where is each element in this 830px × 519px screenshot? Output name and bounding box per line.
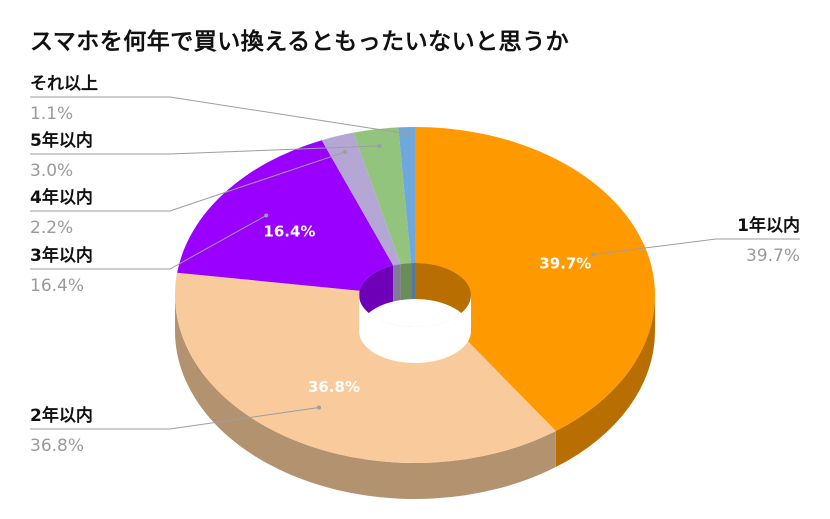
label-name-1: 2年以内	[30, 405, 93, 426]
label-name-0: 1年以内	[737, 215, 800, 236]
chart-inside-labels: 39.7% 36.8% 16.4%	[263, 223, 591, 396]
label-value-1: 36.8%	[30, 436, 84, 456]
leader-line-5	[30, 96, 408, 135]
chart-hole	[359, 263, 471, 363]
chart-title: スマホを何年で買い換えるともったいないと思うか	[30, 29, 570, 55]
label-value-5: 1.1%	[30, 104, 73, 124]
slice-5年以内	[353, 127, 412, 265]
leader-dot-3	[343, 149, 348, 154]
label-value-4: 3.0%	[30, 161, 73, 181]
leader-dot-4	[377, 143, 382, 148]
leader-dot-0	[591, 252, 596, 257]
leader-dot-1	[317, 405, 322, 410]
slice-side-0	[555, 295, 655, 468]
slice-1年以内	[415, 127, 655, 432]
slice-4年以内	[321, 132, 401, 266]
label-value-0: 39.7%	[746, 246, 800, 266]
leader-line-0	[593, 238, 800, 256]
leader-dot-5	[404, 131, 409, 136]
inside-label-0: 39.7%	[539, 254, 591, 272]
hole-wall-3-1	[393, 264, 401, 302]
label-value-3: 2.2%	[30, 218, 73, 238]
label-name-4: 5年以内	[30, 130, 93, 151]
slice-それ以上	[398, 127, 415, 264]
leader-dot-2	[264, 213, 269, 218]
hole-wall-4-1	[400, 263, 412, 301]
label-name-3: 4年以内	[30, 187, 93, 208]
hole-wall-0-0	[415, 263, 471, 331]
slice-2年以内	[175, 272, 556, 464]
label-name-5: それ以上	[30, 74, 98, 94]
leader-line-3	[30, 151, 346, 212]
inside-label-1: 36.8%	[308, 378, 360, 396]
donut-hole	[359, 295, 471, 363]
slice-3年以内	[177, 140, 394, 291]
label-value-2: 16.4%	[30, 276, 84, 296]
chart-sides	[175, 295, 655, 499]
leader-line-2	[30, 215, 267, 270]
hole-wall-2-1	[359, 265, 394, 327]
slice-side-1	[175, 295, 556, 499]
label-name-2: 3年以内	[30, 245, 93, 266]
chart-leader-lines	[30, 96, 800, 430]
inside-label-2: 16.4%	[263, 223, 315, 241]
leader-line-1	[30, 407, 320, 430]
hole-wall-5-1	[411, 263, 415, 300]
chart-top	[175, 127, 655, 464]
chart-outside-labels: 1年以内 39.7% 2年以内 36.8% 3年以内 16.4% 4年以内 2.2% 5年以内 3…	[30, 74, 800, 456]
leader-line-4	[30, 145, 380, 155]
